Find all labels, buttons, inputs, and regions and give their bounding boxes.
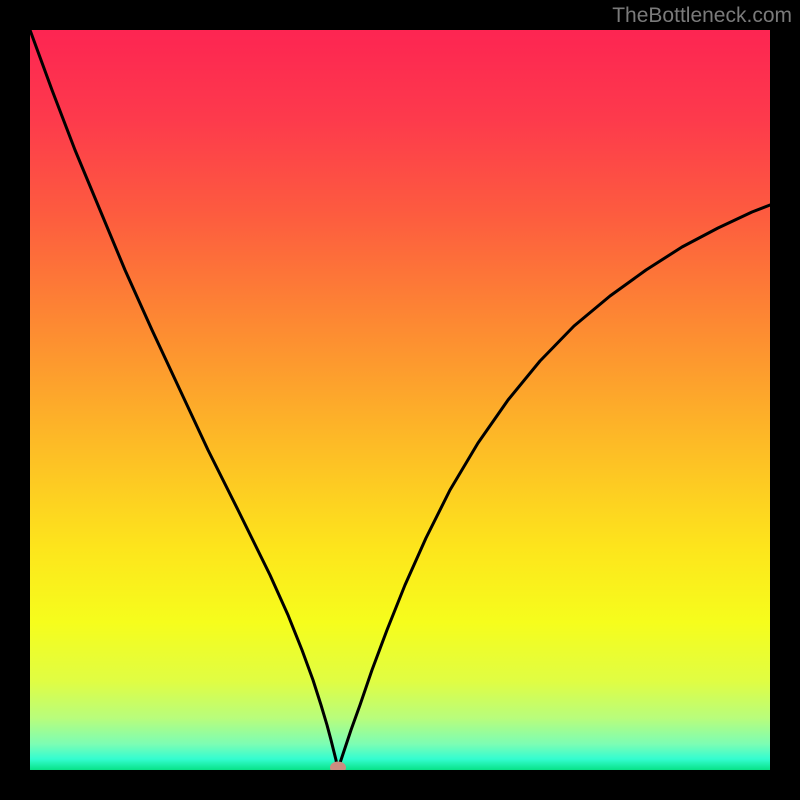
chart-svg xyxy=(30,30,770,770)
bottleneck-chart xyxy=(30,30,770,770)
chart-background xyxy=(30,30,770,770)
watermark-text: TheBottleneck.com xyxy=(612,4,792,28)
